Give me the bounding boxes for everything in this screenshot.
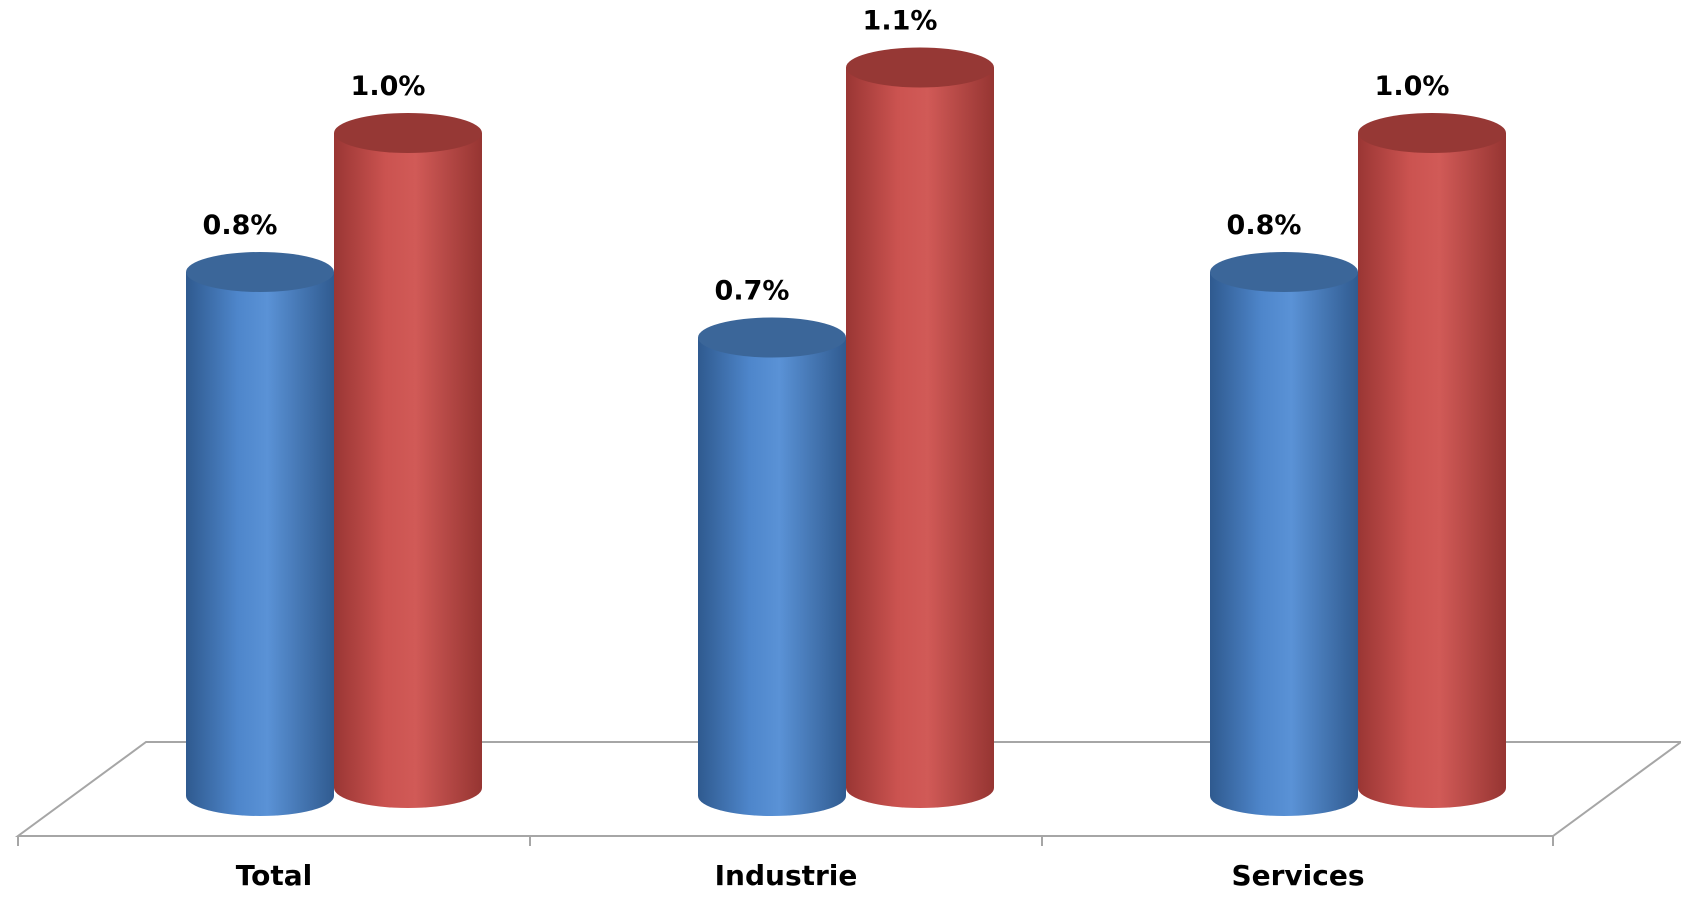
- bar-top: [334, 113, 482, 153]
- category-label-industrie: Industrie: [715, 859, 858, 892]
- bar-red-total: [334, 113, 482, 808]
- category-label-total: Total: [236, 859, 313, 892]
- bar-body: [698, 337, 846, 816]
- data-label: 0.8%: [1227, 210, 1302, 241]
- bar-top: [1210, 252, 1358, 292]
- bar-red-services: [1358, 113, 1506, 808]
- bar-top: [186, 252, 334, 292]
- bar-blue-services: [1210, 252, 1358, 816]
- bar-group: [186, 47, 1506, 816]
- data-label: 0.8%: [203, 210, 278, 241]
- bar-body: [186, 272, 334, 816]
- data-label: 1.1%: [863, 6, 938, 37]
- bar-blue-total: [186, 252, 334, 816]
- data-label: 1.0%: [351, 71, 426, 102]
- bar-body: [1358, 133, 1506, 808]
- bar-body: [846, 67, 994, 808]
- data-label: 1.0%: [1375, 71, 1450, 102]
- bar-top: [1358, 113, 1506, 153]
- category-axis: Total Industrie Services: [236, 859, 1365, 892]
- category-label-services: Services: [1231, 859, 1364, 892]
- data-label: 0.7%: [715, 276, 790, 307]
- data-label-group: 0.8% 1.0% 0.7% 1.1% 0.8% 1.0%: [203, 6, 1450, 307]
- bar-top: [846, 47, 994, 88]
- bar-blue-industrie: [698, 317, 846, 816]
- bar-body: [1210, 272, 1358, 816]
- chart-floor: [14, 741, 1681, 846]
- bar-red-industrie: [846, 47, 994, 808]
- bar-body: [334, 133, 482, 808]
- bar-top: [698, 317, 846, 358]
